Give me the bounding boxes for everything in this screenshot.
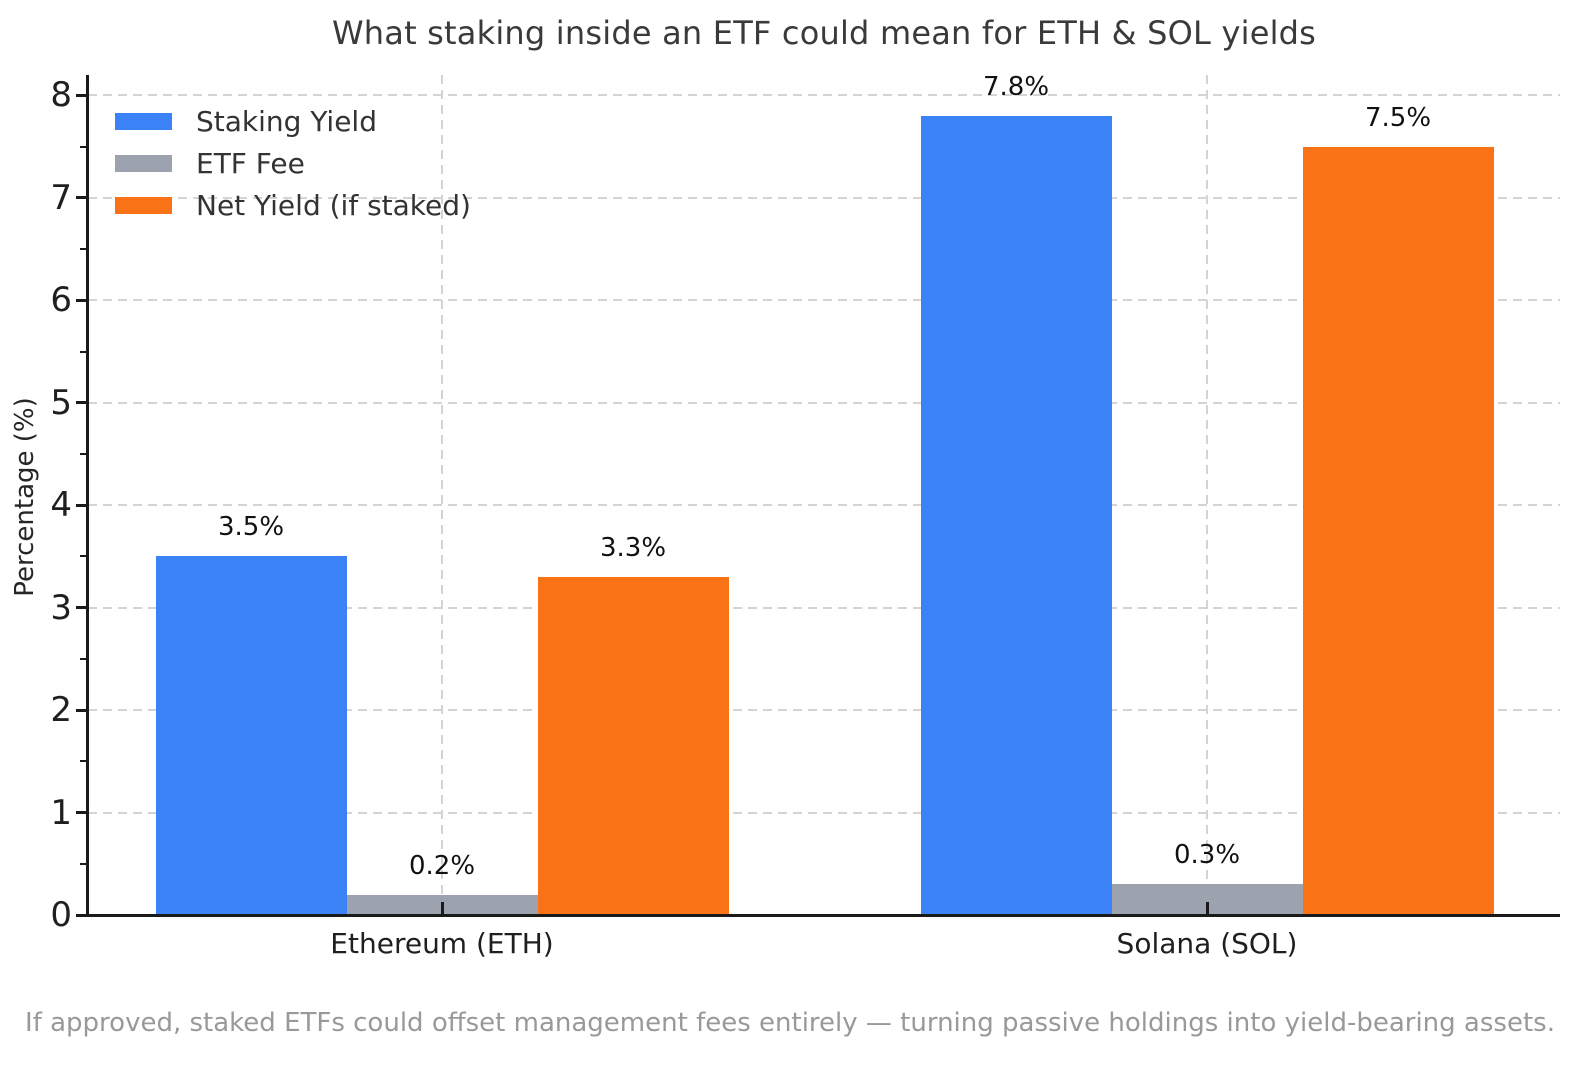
gridline-h	[88, 504, 1560, 507]
gridline-h	[88, 94, 1560, 97]
y-tick-label: 2	[50, 690, 72, 731]
bar-value-label: 0.3%	[1173, 840, 1241, 871]
y-axis-spine	[86, 75, 89, 917]
x-tick-mark	[440, 902, 444, 915]
x-axis-spine	[86, 914, 1560, 917]
y-tick-label: 0	[50, 895, 72, 935]
y-minor-tick-mark	[80, 760, 86, 763]
gridline-h	[88, 606, 1560, 609]
bar-value-label: 3.3%	[599, 532, 667, 563]
bar-net-yield	[1302, 146, 1494, 915]
legend-swatch	[115, 112, 172, 130]
y-tick-label: 8	[50, 75, 72, 116]
y-tick-mark	[76, 401, 86, 405]
bar-value-label: 7.8%	[982, 71, 1050, 102]
x-tick-mark	[1205, 902, 1209, 915]
y-tick-label: 4	[50, 485, 72, 526]
gridline-v	[441, 75, 443, 915]
x-tick-label: Ethereum (ETH)	[330, 927, 554, 960]
y-tick-mark	[76, 93, 86, 97]
chart-title: What staking inside an ETF could mean fo…	[331, 14, 1317, 52]
legend-item: Net Yield (if staked)	[115, 184, 471, 226]
gridline-v	[1206, 75, 1208, 915]
y-minor-tick-mark	[80, 555, 86, 558]
gridline-h	[88, 196, 1560, 199]
legend-label: Net Yield (if staked)	[196, 188, 471, 222]
bar-value-label: 0.2%	[408, 850, 476, 881]
y-minor-tick-mark	[80, 657, 86, 660]
legend-item: Staking Yield	[115, 100, 471, 142]
y-tick-mark	[76, 811, 86, 815]
plot-area: Staking Yield ETF Fee Net Yield (if staked…	[50, 71, 1560, 960]
bar-staking-yield	[155, 556, 347, 915]
legend: Staking Yield ETF Fee Net Yield (if staked…	[115, 100, 471, 226]
y-axis-label: Percentage (%)	[10, 397, 40, 597]
y-minor-tick-mark	[80, 350, 86, 353]
y-tick-mark	[76, 196, 86, 200]
caption: If approved, staked ETFs could offset ma…	[25, 1008, 1555, 1038]
legend-swatch	[115, 154, 172, 172]
y-minor-tick-mark	[80, 145, 86, 148]
y-minor-tick-mark	[80, 248, 86, 251]
y-tick-label: 6	[50, 280, 72, 321]
legend-label: ETF Fee	[196, 146, 305, 180]
legend-item: ETF Fee	[115, 142, 471, 184]
bar-value-label: 7.5%	[1364, 102, 1432, 133]
y-tick-label: 7	[50, 177, 72, 218]
x-tick-label: Solana (SOL)	[1116, 927, 1298, 960]
y-tick-label: 1	[50, 792, 72, 833]
legend-swatch	[115, 196, 172, 214]
legend-label: Staking Yield	[196, 104, 377, 138]
y-tick-mark	[76, 606, 86, 610]
bar-staking-yield	[920, 115, 1112, 915]
y-tick-mark	[76, 913, 86, 917]
y-minor-tick-mark	[80, 862, 86, 865]
y-tick-mark	[76, 298, 86, 302]
y-tick-mark	[76, 708, 86, 712]
gridline-h	[88, 709, 1560, 712]
bar-net-yield	[537, 576, 729, 915]
y-minor-tick-mark	[80, 453, 86, 456]
y-tick-label: 5	[50, 382, 72, 423]
gridline-h	[88, 299, 1560, 302]
bar-value-label: 3.5%	[217, 512, 285, 543]
gridline-h	[88, 401, 1560, 404]
y-tick-label: 3	[50, 587, 72, 628]
gridline-h	[88, 811, 1560, 814]
y-tick-mark	[76, 503, 86, 507]
